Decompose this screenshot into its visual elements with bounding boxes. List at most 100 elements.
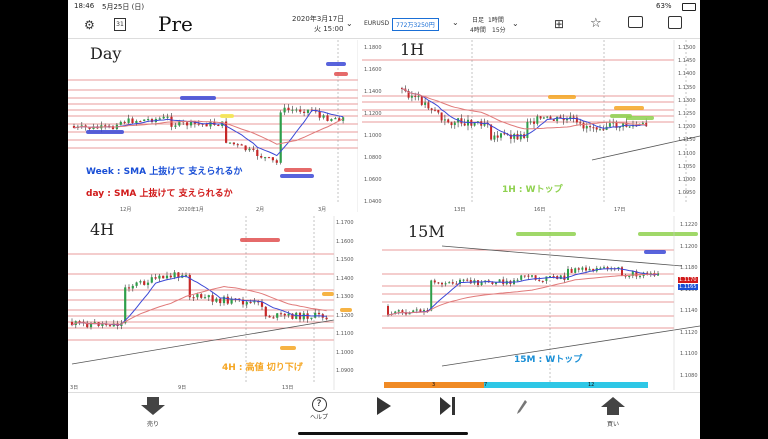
grid-layout-icon[interactable]: ⊞ (554, 17, 565, 31)
candle-body (279, 313, 283, 315)
x-tick-label: 13日 (454, 207, 466, 213)
day-note: day : SMA 上抜けて 支えられるか (86, 189, 233, 199)
candle-body (291, 109, 294, 111)
candle-body (444, 283, 447, 285)
candle-body (440, 112, 443, 121)
sell-label: 売り (146, 421, 159, 428)
candle-body (264, 157, 267, 159)
pencil-icon (517, 400, 527, 414)
candle-body (602, 129, 605, 131)
gear-icon[interactable]: ⚙ (84, 18, 95, 32)
y-tick-label: 1.1200 (678, 124, 696, 131)
candle-body (225, 121, 228, 143)
candle-body (572, 116, 575, 118)
candle-body (437, 110, 440, 113)
candle-body (498, 279, 501, 283)
balance-box[interactable]: 772万3250円 (392, 18, 439, 31)
candle-body (267, 157, 271, 159)
candle-body (318, 111, 321, 118)
camera-icon[interactable] (628, 16, 643, 28)
status-bar: 18:46 5月25日 (日) 63% (68, 0, 700, 12)
star-icon[interactable]: ☆ (590, 16, 602, 31)
candle-body (127, 287, 131, 289)
candle-body (88, 127, 91, 129)
candle-body (173, 272, 176, 278)
highlight-mark (220, 114, 234, 118)
candle-body (108, 325, 112, 327)
candle-body (459, 279, 461, 284)
h1-chart-panel[interactable]: 1H 1H : Wトップ 1.1800 1.1600 1.1400 1.1200 1.1… (362, 40, 700, 213)
play-button[interactable] (374, 397, 394, 419)
candle-body (483, 123, 486, 126)
step-forward-button[interactable] (438, 397, 458, 419)
candle-body (241, 299, 245, 305)
candle-body (420, 96, 423, 105)
x-tick-label: 16日 (534, 207, 546, 213)
home-indicator (298, 432, 468, 435)
chevron-down-icon[interactable]: ⌄ (452, 18, 459, 27)
candle-body (542, 117, 545, 119)
candle-body (200, 294, 203, 298)
candle-body (519, 134, 522, 140)
candle-body (450, 122, 453, 126)
candle-body (189, 121, 193, 126)
y-tick-label: 1.1800 (364, 45, 382, 51)
timeframe-label[interactable]: 4時間 (470, 27, 486, 34)
candle-body (306, 109, 310, 113)
candle-body (302, 313, 305, 320)
candle-body (70, 322, 74, 326)
candle-body (624, 275, 627, 277)
candle-body (533, 121, 535, 124)
candle-body (592, 127, 595, 129)
candle-body (455, 283, 458, 285)
candle-body (531, 275, 533, 277)
candle-body (72, 126, 76, 128)
candle-body (641, 122, 644, 124)
highlight-mark (626, 116, 654, 120)
chevron-down-icon[interactable]: ⌄ (346, 19, 353, 28)
candle-body (412, 310, 415, 313)
highlight-mark (180, 96, 216, 100)
m15-chart-panel[interactable]: 15M 15M : Wトップ 1.12201.12001.11801.11601… (382, 216, 700, 390)
candle-body (520, 275, 523, 280)
help-button[interactable]: ? ヘルプ (304, 397, 334, 421)
buy-button[interactable]: 買い (598, 397, 628, 428)
candle-body (503, 133, 506, 135)
candle-body (628, 126, 631, 128)
candle-body (169, 275, 172, 278)
timeframe-label[interactable]: 1時間 (488, 17, 504, 24)
candle-body (434, 109, 436, 111)
y-tick-label: 1.1080 (680, 372, 698, 379)
chevron-down-icon[interactable]: ⌄ (512, 19, 519, 28)
y-tick-label: 1.1000 (364, 133, 382, 139)
chart-datetime[interactable]: 2020年3月17日 (292, 15, 345, 23)
candle-body (139, 121, 142, 123)
calendar-icon[interactable]: 31 (114, 18, 126, 31)
candle-body (466, 279, 469, 281)
candle-body (211, 295, 214, 302)
highlight-mark (516, 232, 576, 236)
symbol-label[interactable]: EURUSD (364, 20, 390, 27)
draw-button[interactable] (514, 399, 530, 418)
candle-body (562, 118, 565, 121)
candle-body (516, 133, 519, 140)
timeframe-label[interactable]: 日足 (472, 17, 485, 24)
day-chart-panel[interactable]: Day Week : SMA 上抜けて 支えられるか day : SMA 上抜け… (68, 40, 358, 213)
help-label: ヘルプ (309, 414, 328, 421)
moving-average-line (387, 273, 659, 316)
candle-body (322, 115, 325, 118)
candle-body (579, 122, 582, 124)
candle-body (260, 301, 264, 307)
timeframe-label[interactable]: 15分 (492, 27, 506, 34)
trend-line (441, 325, 700, 367)
sell-button[interactable]: 売り (138, 397, 168, 428)
candle-body (527, 275, 530, 277)
y-tick-label: 1.0900 (336, 368, 354, 374)
candle-body (325, 317, 328, 320)
candle-body (244, 145, 247, 151)
candle-body (493, 135, 496, 140)
h4-chart-panel[interactable]: 4H 4H : 高値 切り下げ 1.1700 1.1600 1.1500 1.1400… (68, 216, 358, 391)
candle-body (248, 148, 251, 151)
step-forward-icon (440, 397, 455, 415)
image-icon[interactable] (668, 16, 682, 29)
